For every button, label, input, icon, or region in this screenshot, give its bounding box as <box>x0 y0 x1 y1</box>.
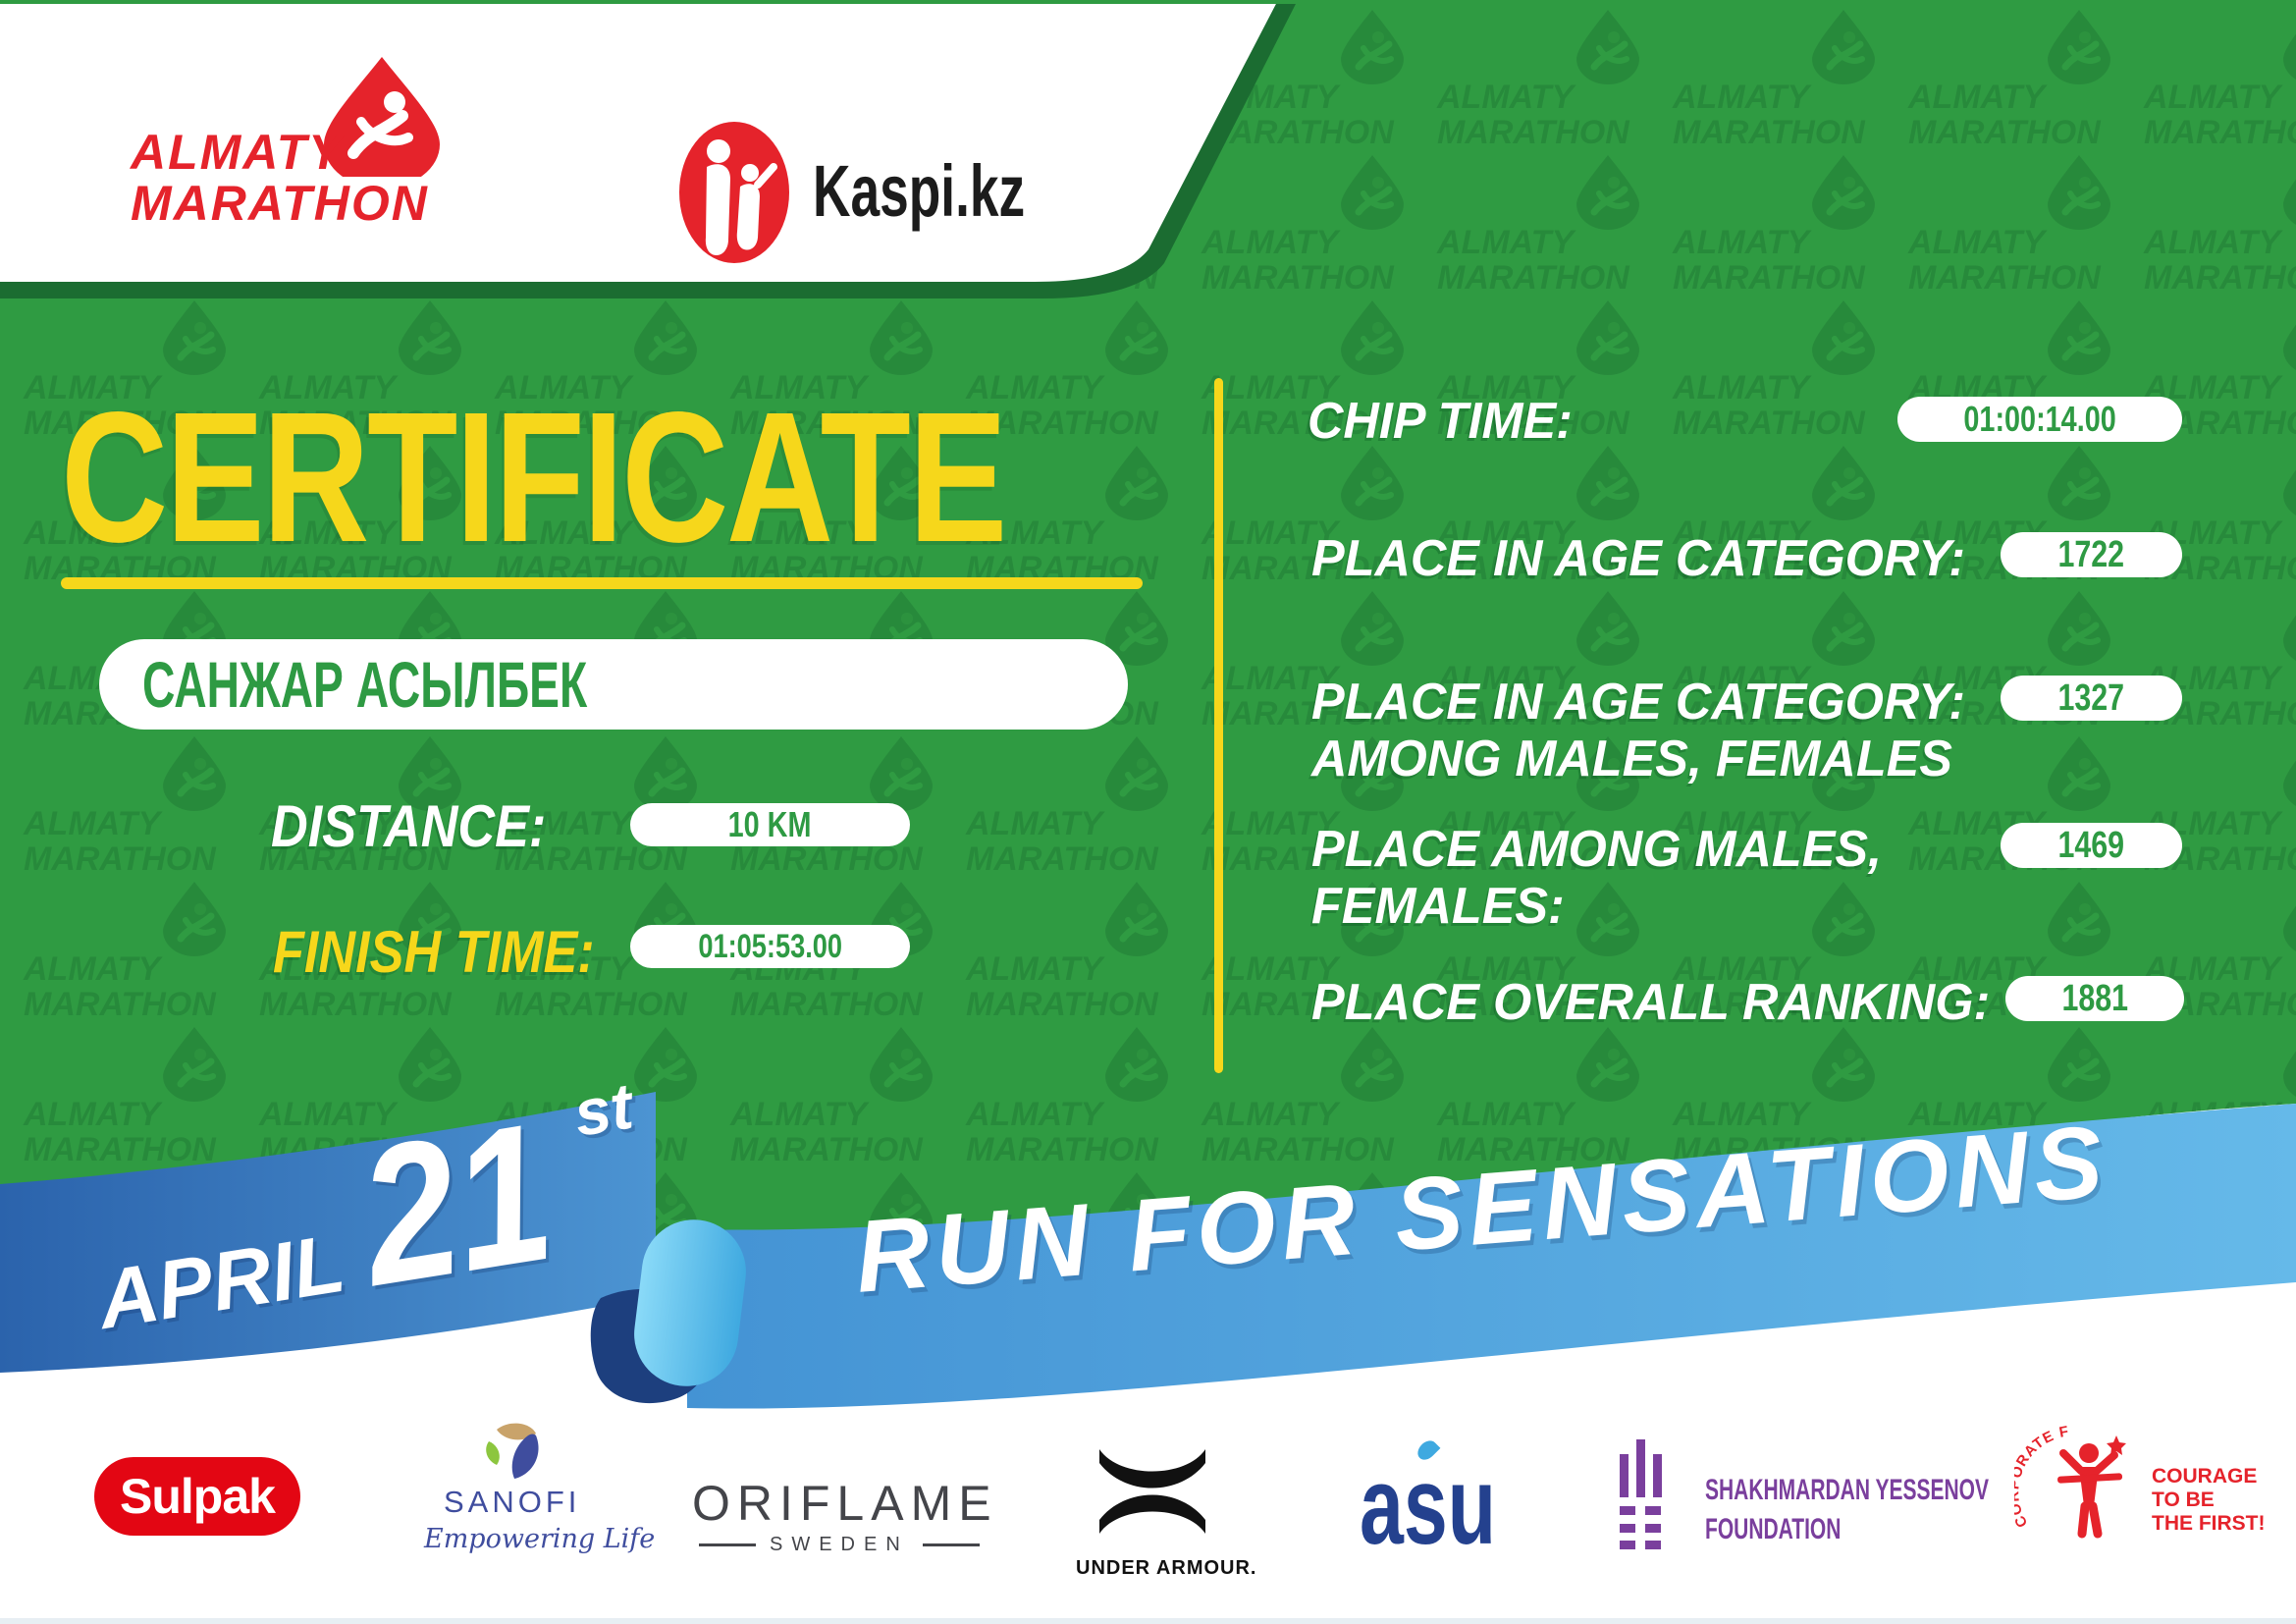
place-mf-value: 1469 <box>2057 824 2125 866</box>
age-category-mf-label-line2: AMONG MALES, FEMALES <box>1311 731 1952 787</box>
event-date-day: 21 <box>347 1082 565 1327</box>
place-mf-pill: 1469 <box>2001 823 2182 868</box>
sanofi-icon <box>486 1423 539 1479</box>
oriflame-dash-left <box>699 1543 756 1546</box>
runner-name: САНЖАР АСЫЛБЕК <box>142 648 588 721</box>
yessenov-foundation-icon <box>1620 1439 1662 1549</box>
kaspi-logo-text: Kaspi.kz <box>813 150 1026 232</box>
asu-logo-text: asu <box>1360 1444 1496 1567</box>
oriflame-logo-text: ORIFLAME <box>692 1476 998 1531</box>
almaty-marathon-icon <box>324 57 440 177</box>
distance-value: 10 KM <box>728 804 812 844</box>
oriflame-subtext: SWEDEN <box>699 1534 980 1556</box>
courage-slogan: COURAGE TO BE THE FIRST! <box>2152 1465 2266 1536</box>
chip-time-pill: 01:00:14.00 <box>1897 397 2182 442</box>
age-category-mf-pill: 1327 <box>2001 676 2182 721</box>
certificate-title: CERTIFICATE <box>61 374 1007 581</box>
yessenov-text-line1: SHAKHMARDAN YESSENOV <box>1705 1474 1989 1506</box>
finish-time-pill: 01:05:53.00 <box>630 925 910 968</box>
place-mf-label-line1: PLACE AMONG MALES, <box>1311 821 1882 878</box>
age-category-pill: 1722 <box>2001 532 2182 577</box>
overall-ranking-pill: 1881 <box>2005 976 2184 1021</box>
age-category-mf-label-line1: PLACE IN AGE CATEGORY: <box>1311 674 1966 731</box>
kaspi-icon <box>679 122 789 263</box>
corporate-fund-icon: CORPORATE FUND <box>2014 1424 2126 1539</box>
yessenov-text-line2: FOUNDATION <box>1705 1513 1842 1545</box>
age-category-mf-label: PLACE IN AGE CATEGORY: AMONG MALES, FEMA… <box>1311 674 1965 787</box>
oriflame-sweden-text: SWEDEN <box>770 1534 909 1555</box>
overall-ranking-value: 1881 <box>2061 977 2128 1019</box>
sulpak-logo: Sulpak <box>94 1457 300 1536</box>
almaty-logo-text-line2: MARATHON <box>131 176 429 231</box>
place-mf-label: PLACE AMONG MALES, FEMALES: <box>1311 821 1882 935</box>
age-category-value: 1722 <box>2057 533 2125 575</box>
under-armour-text: UNDER ARMOUR. <box>1076 1557 1257 1579</box>
almaty-logo-text-line1: ALMATY <box>131 125 344 180</box>
overall-ranking-label: PLACE OVERALL RANKING: <box>1311 974 1991 1031</box>
distance-value-pill: 10 KM <box>630 803 910 846</box>
runner-name-field: САНЖАР АСЫЛБЕК <box>99 639 1128 730</box>
chip-time-label: CHIP TIME: <box>1308 393 1573 450</box>
distance-label: DISTANCE: <box>271 793 547 859</box>
age-category-mf-value: 1327 <box>2057 677 2125 719</box>
finish-time-label: FINISH TIME: <box>273 919 595 985</box>
courage-line1: COURAGE <box>2152 1465 2258 1488</box>
age-category-label: PLACE IN AGE CATEGORY: <box>1311 530 1966 587</box>
sanofi-logo-text: SANOFI <box>444 1485 581 1519</box>
sulpak-logo-text: Sulpak <box>120 1469 276 1524</box>
yessenov-foundation-text: SHAKHMARDAN YESSENOV FOUNDATION <box>1705 1471 1989 1549</box>
courage-line2: TO BE <box>2152 1489 2215 1511</box>
finish-time-value: 01:05:53.00 <box>698 927 842 965</box>
column-divider-line <box>1214 378 1223 1073</box>
courage-line3: THE FIRST! <box>2152 1512 2266 1535</box>
title-underline <box>61 577 1143 589</box>
oriflame-dash-right <box>922 1543 980 1546</box>
sanofi-tagline: Empowering Life <box>424 1524 656 1554</box>
place-mf-label-line2: FEMALES: <box>1311 878 1565 935</box>
chip-time-value: 01:00:14.00 <box>1963 399 2116 439</box>
under-armour-icon <box>1099 1449 1205 1534</box>
event-date-suffix: st <box>568 1068 638 1150</box>
